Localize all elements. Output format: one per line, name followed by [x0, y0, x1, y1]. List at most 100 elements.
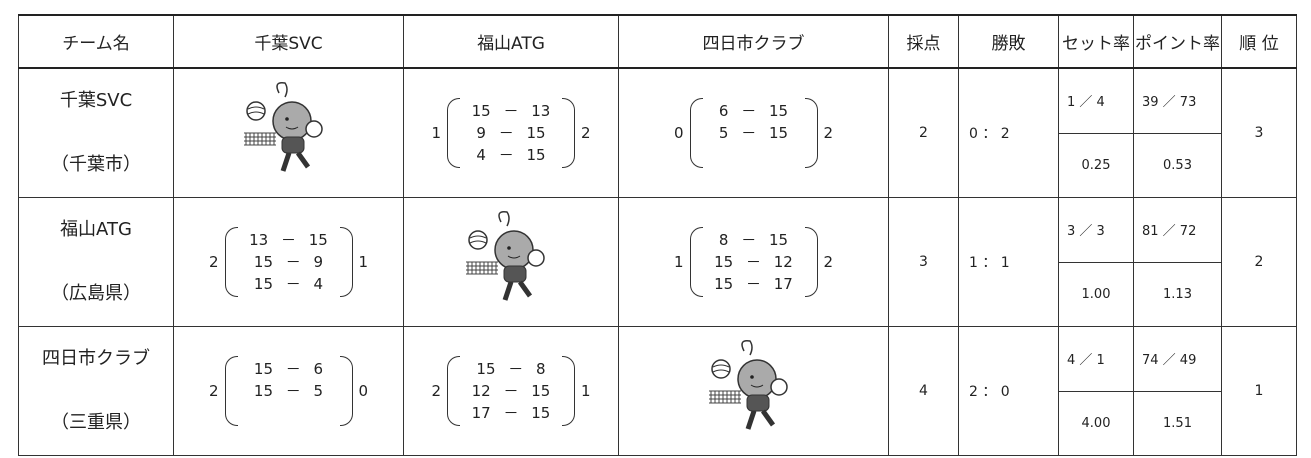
set-bracket: 15 － 8 12 － 15 17 － 15	[447, 356, 575, 426]
rank: 3	[1221, 67, 1297, 198]
sets-lost: 0	[358, 382, 369, 400]
match-cell: 0 6 － 15 5 － 15 2	[618, 67, 889, 198]
sets-won: 1	[673, 253, 684, 271]
net	[243, 132, 276, 146]
match-cell: 2 15 － 8 12 － 15 17 － 15 1	[403, 326, 619, 456]
mascot-head	[494, 230, 534, 270]
sets-won: 2	[431, 382, 441, 400]
mascot-illustration	[243, 81, 323, 172]
record: 1 ： 1	[958, 197, 1059, 327]
match-cell: 1 15 － 13 9 － 15 4 － 15 2	[403, 67, 619, 198]
match: 2 15 － 6 15 － 5 0	[174, 356, 403, 426]
set-score: 12 － 15	[471, 382, 551, 400]
volleyball	[245, 101, 266, 121]
table-body: 千葉SVC （千葉市） 1 15 － 13 9 － 15 4 － 15 2 0 6 － 15 5 …	[18, 67, 1297, 456]
volleyball-lines	[469, 235, 487, 244]
mascot-illustration	[466, 210, 545, 301]
team-name: 四日市クラブ	[42, 348, 150, 369]
set-score: 6 － 15	[718, 102, 789, 120]
sets-won: 1	[431, 124, 441, 142]
team-name: 福山ATG	[60, 219, 132, 240]
point-ratio-fraction: 74 ／ 49	[1133, 326, 1222, 392]
sets-won: 2	[208, 253, 219, 271]
sets-lost: 2	[823, 124, 834, 142]
mascot-hand	[769, 378, 788, 396]
mascot-arm	[740, 339, 753, 356]
set-score: 13 － 15	[249, 231, 328, 249]
sets-won: 0	[673, 124, 684, 142]
match-cell	[173, 67, 404, 198]
mascot-body	[503, 265, 527, 283]
set-score: 17 － 15	[471, 404, 551, 422]
team-row: 四日市クラブ （三重県） 2 15 － 6 15 － 5 0 2 15 － 8 12 － 15 1…	[18, 326, 1297, 456]
mascot-legs	[280, 151, 310, 172]
point-ratio-value: 0.53	[1133, 132, 1222, 198]
set-ratio-value: 1.00	[1058, 261, 1134, 327]
set-score: 15 － 12	[714, 253, 793, 271]
set-ratio-fraction: 1 ／ 4	[1058, 67, 1134, 134]
match: 0 6 － 15 5 － 15 2	[619, 98, 888, 168]
sets-lost: 2	[581, 124, 591, 142]
point-ratio-fraction: 81 ／ 72	[1133, 197, 1222, 263]
set-ratio-fraction: 3 ／ 3	[1058, 197, 1134, 263]
mascot-body	[281, 136, 304, 154]
mascot-legs	[502, 280, 533, 301]
sets-lost: 2	[823, 253, 834, 271]
header-cell: 四日市クラブ	[618, 14, 889, 69]
points: 2	[888, 67, 959, 198]
team-name: 千葉SVC	[59, 90, 133, 111]
team-row-lower: 0.25 0.53	[19, 132, 1297, 198]
rank: 1	[1221, 326, 1297, 456]
team-region: （千葉市）	[51, 154, 141, 175]
set-bracket: 15 － 6 15 － 5	[224, 356, 353, 426]
mascot-head	[736, 359, 777, 399]
header-cell: チーム名	[18, 14, 174, 69]
volleyball-lines	[712, 364, 729, 373]
match: 2 15 － 8 12 － 15 17 － 15 1	[404, 356, 618, 426]
set-score: 15 － 13	[471, 102, 551, 120]
match-cell	[403, 197, 619, 327]
point-ratio-fraction: 39 ／ 73	[1133, 67, 1222, 134]
team-row: 千葉SVC （千葉市） 1 15 － 13 9 － 15 4 － 15 2 0 6 － 15 5 …	[18, 67, 1297, 198]
points: 3	[888, 197, 959, 327]
sets-won: 2	[208, 382, 219, 400]
team-row: 福山ATG （広島県） 2 13 － 15 15 － 9 15 － 4 1 1 8 － 15 15…	[18, 197, 1297, 327]
match-cell: 2 15 － 6 15 － 5 0	[173, 326, 404, 456]
mascot-hand	[304, 120, 323, 138]
header-cell: ポイント率	[1133, 14, 1222, 69]
mascot-illustration	[708, 339, 788, 430]
set-score: 15 － 17	[714, 275, 793, 293]
point-ratio-value: 1.51	[1133, 390, 1222, 456]
header-cell: 千葉SVC	[173, 14, 404, 69]
standings-table: チーム名 千葉SVC 福山ATG 四日市クラブ 採点 勝敗 セット率 ポイント率順 位 千葉S…	[18, 14, 1297, 456]
volleyball	[468, 230, 488, 250]
mascot	[174, 81, 403, 185]
net	[708, 390, 741, 404]
points: 4	[888, 326, 959, 456]
team-region: （三重県）	[51, 412, 141, 433]
header-row: チーム名 千葉SVC 福山ATG 四日市クラブ 採点 勝敗 セット率 ポイント率順 位	[18, 14, 1297, 69]
point-ratio-value: 1.13	[1133, 261, 1222, 327]
set-ratio-fraction: 4 ／ 1	[1058, 326, 1134, 392]
mascot-hand	[527, 249, 545, 267]
team-cell: 千葉SVC （千葉市）	[18, 67, 174, 198]
set-score: 15 － 5	[253, 382, 324, 400]
match-cell: 2 13 － 15 15 － 9 15 － 4 1	[173, 197, 404, 327]
record: 0 ： 2	[958, 67, 1059, 198]
set-bracket: 8 － 15 15 － 12 15 － 17	[689, 227, 818, 297]
mascot-body	[746, 394, 769, 412]
set-score: 15 － 9	[253, 253, 324, 271]
set-score: 15 － 8	[476, 360, 546, 378]
volleyball	[710, 359, 731, 379]
match-cell: 1 8 － 15 15 － 12 15 － 17 2	[618, 197, 889, 327]
header-cell: 順 位	[1221, 14, 1297, 69]
header-cell: 勝敗	[958, 14, 1059, 69]
match: 1 15 － 13 9 － 15 4 － 15 2	[404, 98, 618, 168]
mascot	[619, 339, 888, 443]
set-score: 15 － 4	[253, 275, 324, 293]
set-ratio-value: 0.25	[1058, 132, 1134, 198]
mascot-legs	[745, 409, 775, 430]
mascot-head	[271, 101, 312, 141]
volleyball-lines	[247, 106, 264, 115]
